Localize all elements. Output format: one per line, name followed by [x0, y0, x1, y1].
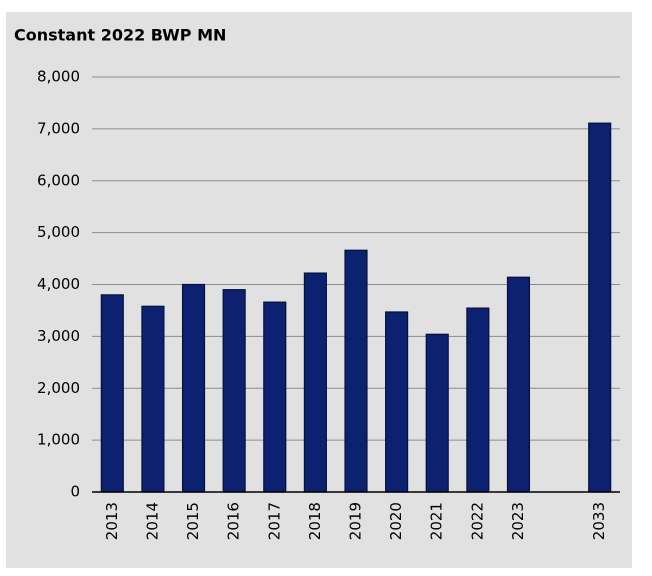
x-tick-label: 2017 — [265, 502, 283, 540]
x-tick-label: 2018 — [306, 502, 324, 540]
x-tick-label: 2015 — [184, 502, 202, 540]
x-tick-label: 2014 — [143, 502, 161, 540]
bar — [425, 333, 449, 493]
bar — [222, 289, 246, 493]
bar — [506, 276, 531, 493]
y-tick-label: 4,000 — [37, 275, 80, 293]
bar — [588, 122, 612, 493]
x-tick-label: 2033 — [590, 502, 608, 540]
bar — [181, 283, 206, 493]
bar — [385, 311, 409, 493]
x-tick-label: 2022 — [468, 502, 486, 540]
x-tick-label: 2021 — [428, 502, 446, 540]
y-tick-label: 0 — [70, 483, 80, 501]
x-tick-label: 2020 — [387, 502, 405, 540]
y-tick-label: 2,000 — [37, 379, 80, 397]
chart-title: Constant 2022 BWP MN — [14, 26, 226, 45]
y-tick-label: 3,000 — [37, 327, 80, 345]
bar — [344, 249, 368, 493]
y-tick-label: 1,000 — [37, 431, 80, 449]
y-tick-label: 7,000 — [37, 119, 80, 137]
x-tick-label: 2023 — [509, 502, 527, 540]
bar — [303, 272, 327, 493]
y-tick-label: 5,000 — [37, 223, 80, 241]
bar — [466, 307, 490, 493]
x-tick-label: 2013 — [103, 502, 121, 540]
x-tick-label: 2016 — [225, 502, 243, 540]
y-tick-label: 6,000 — [37, 171, 80, 189]
bar — [263, 301, 287, 493]
bar — [141, 305, 165, 493]
y-tick-label: 8,000 — [37, 68, 80, 86]
x-tick-label: 2019 — [347, 502, 365, 540]
bar — [100, 294, 124, 493]
